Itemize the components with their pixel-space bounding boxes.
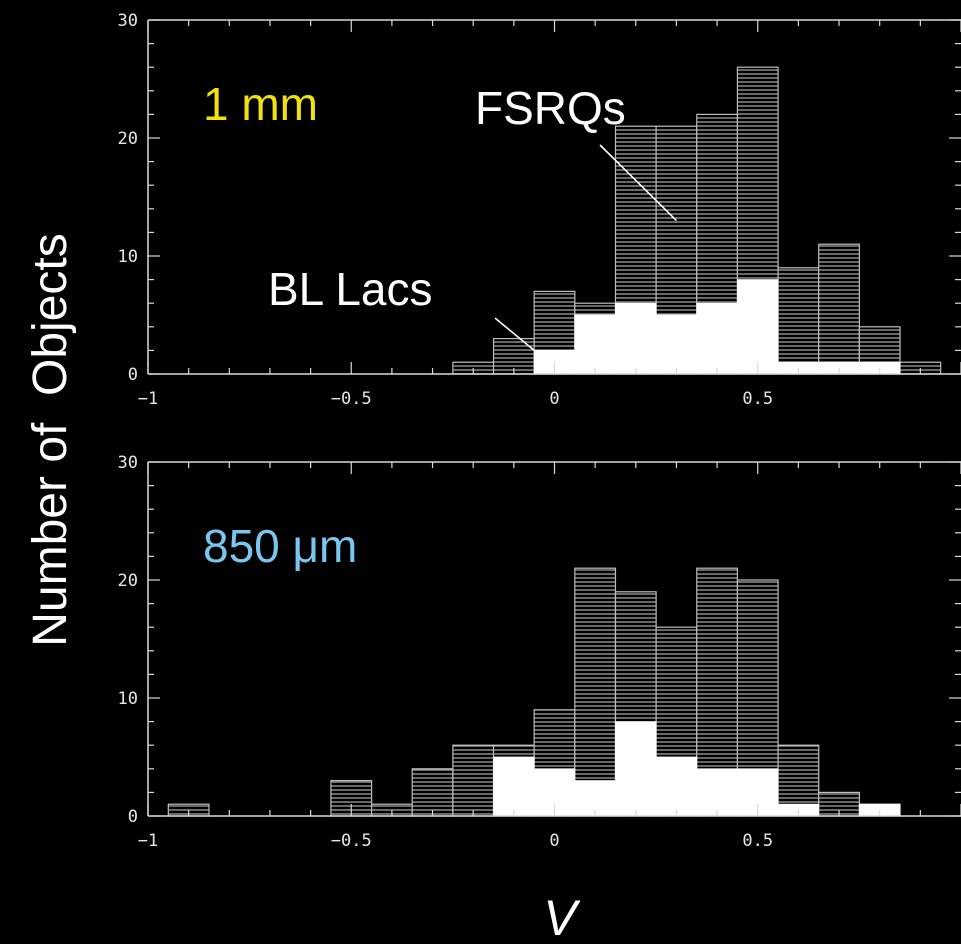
panel-1mm: 0 10 20 30 −1 −0.5 0 0.5: [118, 11, 961, 409]
x-axis-label: V: [543, 890, 581, 944]
fsrq-bar-850um-10: [574, 567, 617, 817]
ytick-label-850um-0: 0: [128, 807, 138, 827]
fsrq-bar-1mm-8: [777, 267, 820, 375]
ytick-label-1mm-10: 10: [118, 247, 138, 267]
fsrq-bar-850um-6: [411, 768, 454, 817]
annotation-pointer-1: [494, 317, 535, 352]
fsrq-bar-1mm-9: [818, 243, 860, 375]
ytick-label-1mm-20: 20: [118, 129, 138, 149]
xtick-label-850um-3: 0.5: [742, 831, 773, 851]
bllac-bar-850um-12: [655, 756, 698, 817]
xtick-label-1mm-0: −1: [138, 389, 158, 409]
annotation-bl-lacs: BL Lacs: [268, 263, 433, 315]
ytick-label-1mm-0: 0: [128, 365, 138, 385]
bllac-bar-850um-13: [696, 768, 738, 817]
bllac-bar-1mm-6: [696, 302, 738, 375]
xtick-label-1mm-3: 0.5: [742, 389, 773, 409]
annotation-fsrqs: FSRQs: [475, 82, 626, 134]
bllac-bar-1mm-4: [615, 302, 657, 375]
xtick-label-850um-1: −0.5: [331, 831, 372, 851]
annotation-pointer-0: [599, 144, 678, 222]
bllac-bar-1mm-7: [737, 279, 779, 375]
ytick-label-1mm-30: 30: [118, 11, 138, 31]
panel-label-850um: 850 μm: [203, 520, 357, 572]
xtick-label-850um-2: 0: [549, 831, 559, 851]
ytick-label-850um-10: 10: [118, 689, 138, 709]
ytick-label-850um-20: 20: [118, 571, 138, 591]
bllac-bar-850um-8: [493, 756, 535, 817]
xtick-label-850um-0: −1: [138, 831, 158, 851]
bllac-bar-1mm-5: [655, 314, 698, 375]
ytick-label-850um-30: 30: [118, 453, 138, 473]
xtick-label-1mm-1: −0.5: [331, 389, 372, 409]
fsrq-bar-850um-7: [452, 744, 495, 817]
bllac-bar-1mm-3: [574, 314, 616, 375]
panel-label-1mm: 1 mm: [203, 78, 318, 130]
panel-850um: 0 10 20 30 −1 −0.5 0 0.5: [118, 453, 961, 851]
xtick-label-1mm-2: 0: [549, 389, 559, 409]
bllac-bar-850um-11: [615, 721, 657, 817]
y-axis-label: Number of Objects: [24, 233, 77, 646]
